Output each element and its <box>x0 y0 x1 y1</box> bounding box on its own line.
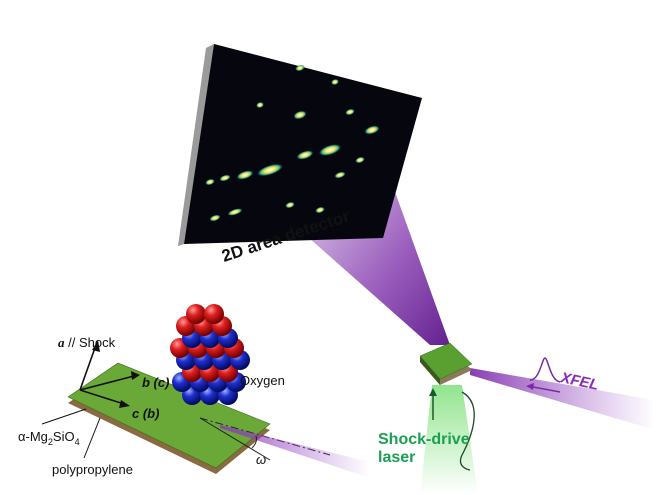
axis-c <box>79 389 125 405</box>
spot <box>315 206 325 214</box>
pulse <box>459 391 475 471</box>
layer-label: α-Mg2SiO4 <box>18 429 80 447</box>
sample-small-side <box>420 356 440 385</box>
angle-label: ω <box>256 452 266 467</box>
laser-label-line: Shock-drive <box>378 431 470 448</box>
spot <box>345 108 355 116</box>
axis-c-label: c (b) <box>132 406 159 421</box>
atom-cluster <box>170 304 250 405</box>
spot <box>293 110 307 120</box>
spot <box>219 174 231 182</box>
arrow-head <box>131 371 140 380</box>
spot <box>364 125 380 135</box>
leader-line <box>83 417 101 459</box>
xfel-beam <box>470 368 655 430</box>
spot <box>296 150 314 160</box>
spot <box>209 214 221 222</box>
sample-small <box>419 342 473 380</box>
spot <box>334 171 346 179</box>
substrate-label: polypropylene <box>52 462 133 477</box>
atom-label: Oxygen <box>240 373 285 388</box>
arrow-head <box>429 388 437 396</box>
pulse <box>529 357 561 383</box>
laser-label: Shock-drive laser <box>378 431 470 466</box>
axis-a <box>79 344 97 391</box>
subscript: 2 <box>48 437 53 447</box>
subscript: 4 <box>75 437 80 447</box>
arrow-head <box>92 340 100 352</box>
axis-b <box>79 375 135 391</box>
detector <box>184 44 422 244</box>
spot <box>331 78 339 86</box>
axis-b-label: b (c) <box>142 375 169 390</box>
spot <box>205 178 215 186</box>
spot <box>236 170 254 180</box>
atom <box>186 304 206 324</box>
leader-line <box>41 408 87 425</box>
text-part: α-Mg <box>18 429 48 444</box>
axis-a-suffix: // Shock <box>68 335 115 350</box>
spot <box>285 201 295 209</box>
spot <box>256 163 284 177</box>
spot <box>318 143 342 157</box>
spot <box>227 208 243 216</box>
spot <box>256 101 264 109</box>
detector-edge <box>178 44 214 246</box>
sample-plate <box>67 362 271 469</box>
angle-arc <box>251 435 257 449</box>
atom <box>204 304 224 324</box>
axis-a-letter: a <box>58 335 65 350</box>
text-part: SiO <box>53 429 75 444</box>
spot <box>355 156 365 164</box>
normal-line <box>199 417 271 461</box>
diffraction-spots <box>205 64 380 222</box>
spot <box>295 64 305 72</box>
arrow-head <box>526 383 534 390</box>
laser-label-line: laser <box>378 449 415 466</box>
axis-a-label: a // Shock <box>58 335 116 350</box>
xfel-beam-small <box>220 425 370 478</box>
arrow-head <box>119 400 130 408</box>
